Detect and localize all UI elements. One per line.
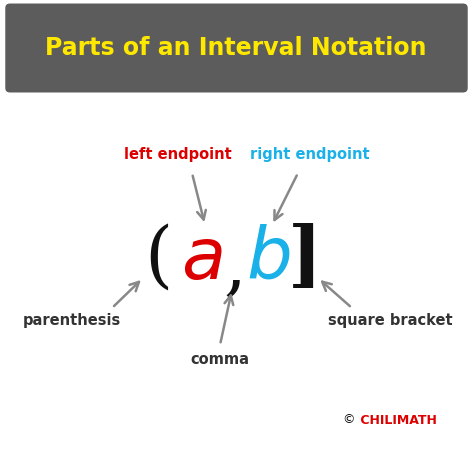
- Text: right endpoint: right endpoint: [250, 148, 370, 162]
- Text: $b$: $b$: [246, 224, 290, 292]
- Text: (: (: [144, 223, 172, 293]
- Text: comma: comma: [191, 352, 249, 368]
- Text: left endpoint: left endpoint: [124, 148, 232, 162]
- Text: ]: ]: [288, 222, 322, 293]
- Text: Parts of an Interval Notation: Parts of an Interval Notation: [45, 36, 427, 60]
- Text: CHILIMATH: CHILIMATH: [356, 414, 437, 427]
- Text: square bracket: square bracket: [328, 312, 452, 328]
- FancyBboxPatch shape: [5, 4, 468, 93]
- Text: ,: ,: [224, 233, 246, 303]
- Text: ©: ©: [342, 414, 355, 427]
- Text: $a$: $a$: [181, 225, 223, 294]
- Text: parenthesis: parenthesis: [23, 312, 121, 328]
